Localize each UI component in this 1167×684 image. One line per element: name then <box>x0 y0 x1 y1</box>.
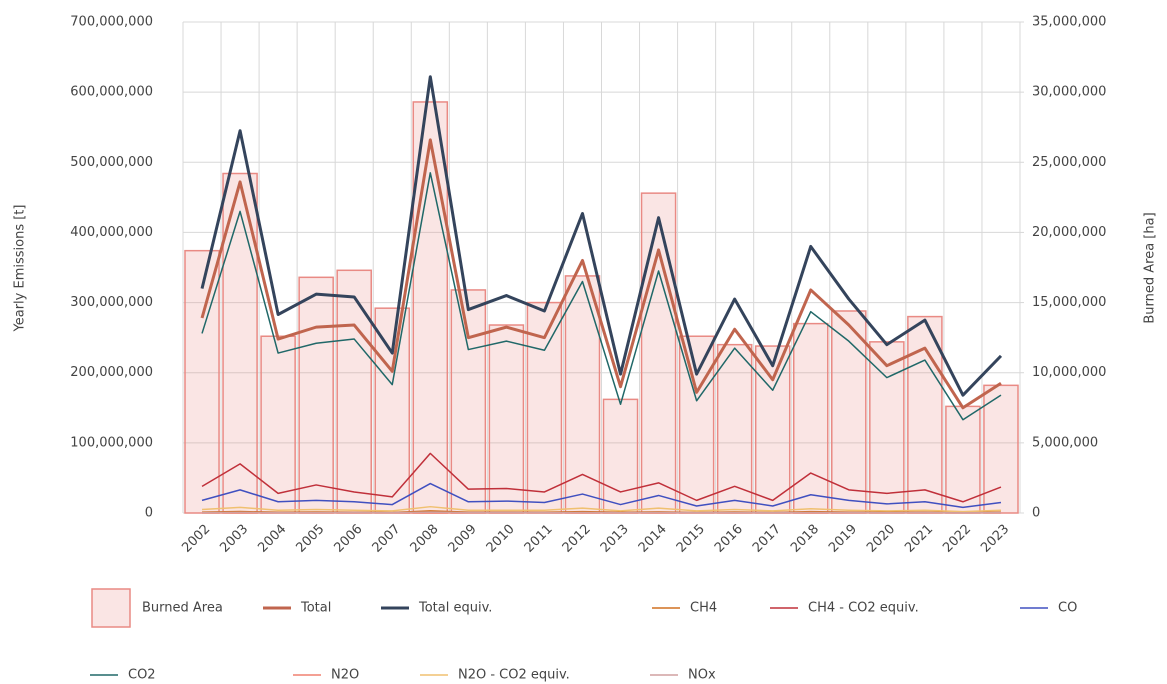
bar <box>792 322 829 514</box>
bar <box>260 335 296 514</box>
y-axis-title: Yearly Emissions [t] <box>13 205 28 333</box>
y2-tick-label: 10,000,000 <box>1032 365 1106 380</box>
x-tick-label: 2005 <box>293 522 327 556</box>
x-tick-label: 2011 <box>522 522 556 556</box>
line <box>200 138 1002 410</box>
y-tick-label: 500,000,000 <box>70 155 153 170</box>
bar <box>336 269 372 514</box>
legend-label[interactable]: N2O <box>331 668 359 683</box>
x-tick-label: 2003 <box>217 522 251 556</box>
legend-label[interactable]: N2O - CO2 equiv. <box>458 668 570 683</box>
x-tick-label: 2013 <box>598 522 632 556</box>
legend-label[interactable]: CO <box>1058 601 1077 616</box>
y-tick-label: 100,000,000 <box>70 435 153 450</box>
x-tick-label: 2009 <box>446 522 480 556</box>
line <box>201 172 1002 421</box>
legend-swatch[interactable] <box>91 588 131 628</box>
bar <box>298 276 334 514</box>
y2-tick-label: 30,000,000 <box>1032 85 1106 100</box>
bar <box>983 384 1019 514</box>
legend-label[interactable]: Burned Area <box>142 601 223 616</box>
legend-label[interactable]: Total <box>300 601 331 616</box>
x-tick-label: 2023 <box>978 522 1012 556</box>
y2-axis-title: Burned Area [ha] <box>1143 212 1158 323</box>
x-tick-label: 2012 <box>560 522 594 556</box>
legend-label[interactable]: Total equiv. <box>418 601 492 616</box>
y2-tick-label: 20,000,000 <box>1032 225 1106 240</box>
x-tick-label: 2006 <box>332 522 366 556</box>
y-tick-label: 0 <box>145 506 153 521</box>
line <box>202 511 1001 514</box>
y2-tick-label: 0 <box>1032 506 1040 521</box>
y-tick-label: 400,000,000 <box>70 225 153 240</box>
legend-label[interactable]: CH4 - CO2 equiv. <box>808 601 919 616</box>
y2-tick-label: 35,000,000 <box>1032 15 1106 30</box>
line <box>201 452 1002 503</box>
line <box>200 75 1003 397</box>
x-tick-label: 2019 <box>826 522 860 556</box>
bar <box>716 343 753 514</box>
y-tick-label: 600,000,000 <box>70 85 153 100</box>
x-tick-label: 2010 <box>484 522 518 556</box>
bar <box>412 101 449 514</box>
x-tick-label: 2017 <box>750 522 784 556</box>
x-tick-label: 2008 <box>408 522 442 556</box>
x-tick-label: 2021 <box>902 522 936 556</box>
x-tick-label: 2007 <box>370 522 404 556</box>
bar <box>869 341 905 514</box>
bar <box>754 345 791 514</box>
bar <box>184 249 220 514</box>
y-tick-label: 700,000,000 <box>70 15 153 30</box>
line <box>201 482 1002 509</box>
bar <box>488 324 525 514</box>
y-tick-label: 200,000,000 <box>70 365 153 380</box>
legend-label[interactable]: NOx <box>688 668 716 683</box>
y2-tick-label: 5,000,000 <box>1032 435 1098 450</box>
y-tick-label: 300,000,000 <box>70 295 153 310</box>
legend-label[interactable]: CH4 <box>690 601 717 616</box>
bar <box>678 335 715 514</box>
x-tick-label: 2018 <box>788 522 822 556</box>
y2-tick-label: 25,000,000 <box>1032 155 1106 170</box>
x-tick-label: 2020 <box>864 522 898 556</box>
x-tick-label: 2002 <box>179 522 213 556</box>
bar <box>945 405 981 514</box>
x-tick-label: 2022 <box>940 522 974 556</box>
legend-label[interactable]: CO2 <box>128 668 156 683</box>
bar <box>640 192 677 514</box>
x-tick-label: 2004 <box>255 522 289 556</box>
x-tick-label: 2016 <box>712 522 746 556</box>
bar <box>450 289 487 514</box>
x-tick-label: 2015 <box>674 522 708 556</box>
y2-tick-label: 15,000,000 <box>1032 295 1106 310</box>
bar <box>602 398 639 514</box>
bar <box>564 275 601 514</box>
line <box>201 505 1002 513</box>
x-tick-label: 2014 <box>636 522 670 556</box>
